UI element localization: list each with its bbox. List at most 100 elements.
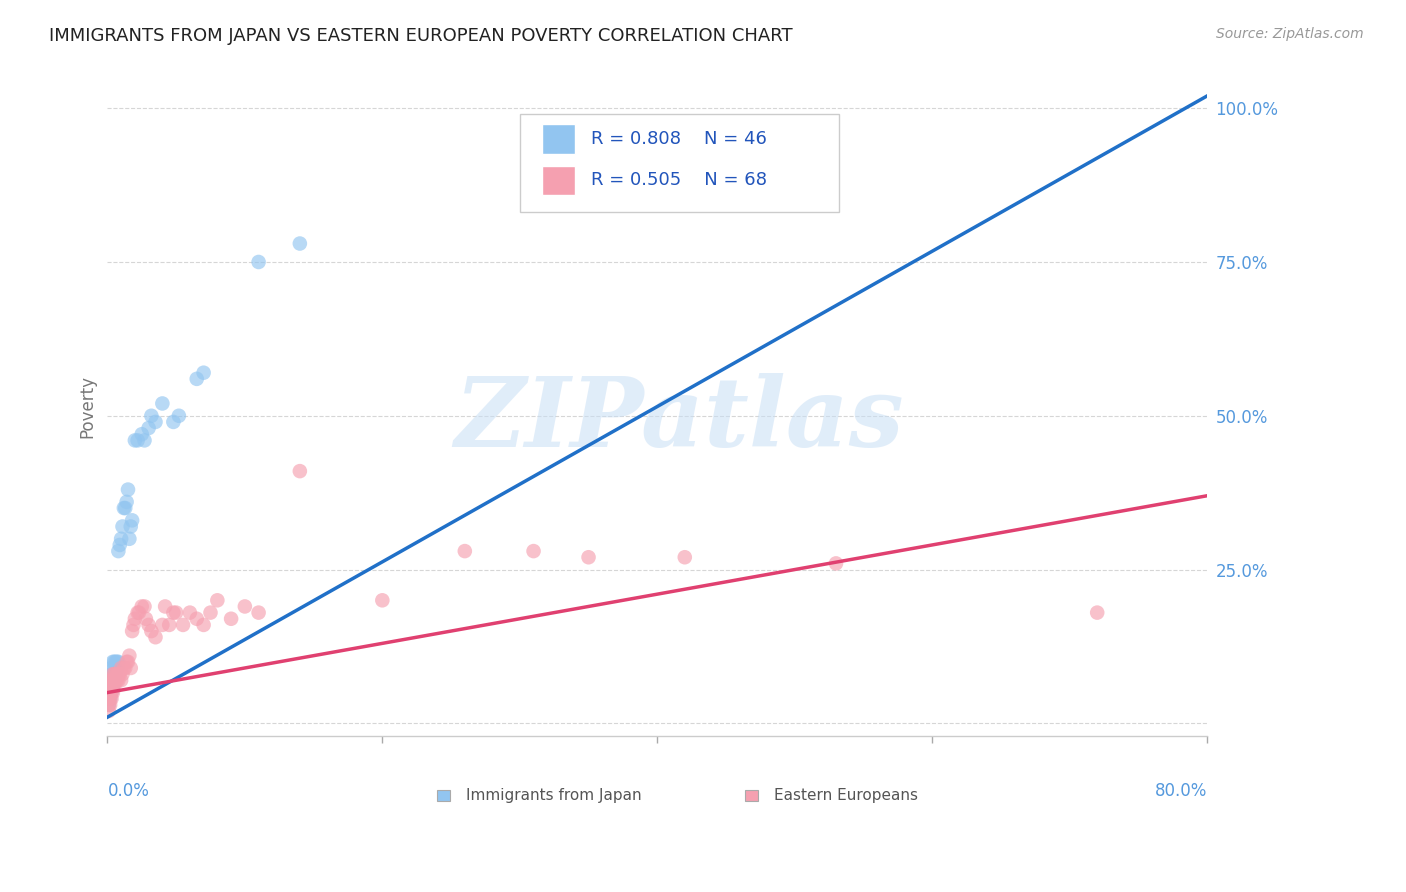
- Text: Eastern Europeans: Eastern Europeans: [775, 788, 918, 803]
- Y-axis label: Poverty: Poverty: [79, 375, 96, 438]
- Point: [120, 519, 142, 533]
- Point: [98, 680, 121, 694]
- Point: [100, 691, 122, 706]
- Point: [247, 255, 270, 269]
- FancyBboxPatch shape: [437, 789, 450, 801]
- Point: [150, 618, 173, 632]
- Point: [138, 421, 160, 435]
- Point: [233, 599, 256, 614]
- Point: [165, 606, 187, 620]
- Point: [97, 698, 120, 712]
- Point: [98, 698, 121, 712]
- Point: [122, 618, 145, 632]
- Point: [288, 236, 311, 251]
- FancyBboxPatch shape: [541, 166, 575, 195]
- Point: [98, 691, 121, 706]
- FancyBboxPatch shape: [541, 124, 575, 153]
- Point: [1085, 606, 1108, 620]
- Text: ZIPatlas: ZIPatlas: [454, 373, 904, 467]
- Point: [207, 593, 229, 607]
- Point: [101, 667, 124, 681]
- Point: [100, 661, 122, 675]
- Text: R = 0.505    N = 68: R = 0.505 N = 68: [592, 171, 768, 189]
- Point: [101, 655, 124, 669]
- Text: 80.0%: 80.0%: [1154, 781, 1208, 800]
- Point: [288, 464, 311, 478]
- Point: [98, 691, 121, 706]
- Point: [117, 483, 139, 497]
- Text: Immigrants from Japan: Immigrants from Japan: [467, 788, 643, 803]
- Point: [100, 685, 122, 699]
- Text: Source: ZipAtlas.com: Source: ZipAtlas.com: [1216, 27, 1364, 41]
- Point: [108, 538, 131, 552]
- Point: [110, 673, 132, 688]
- Point: [114, 661, 136, 675]
- Point: [138, 618, 160, 632]
- Point: [105, 655, 128, 669]
- Point: [115, 495, 138, 509]
- Point: [186, 612, 208, 626]
- Point: [124, 434, 146, 448]
- Point: [121, 513, 143, 527]
- Point: [101, 680, 124, 694]
- Point: [578, 550, 600, 565]
- Point: [97, 704, 120, 718]
- Point: [112, 501, 135, 516]
- Text: R = 0.808    N = 46: R = 0.808 N = 46: [592, 130, 768, 148]
- Point: [167, 409, 190, 423]
- Point: [103, 661, 125, 675]
- Point: [100, 685, 122, 699]
- Point: [107, 544, 129, 558]
- Point: [97, 698, 120, 712]
- Point: [124, 612, 146, 626]
- Point: [115, 655, 138, 669]
- Text: IMMIGRANTS FROM JAPAN VS EASTERN EUROPEAN POVERTY CORRELATION CHART: IMMIGRANTS FROM JAPAN VS EASTERN EUROPEA…: [49, 27, 793, 45]
- Point: [100, 667, 122, 681]
- Point: [104, 655, 127, 669]
- Point: [103, 673, 125, 688]
- Point: [114, 501, 136, 516]
- Point: [97, 685, 120, 699]
- Point: [141, 409, 163, 423]
- Point: [162, 606, 184, 620]
- Point: [134, 599, 156, 614]
- Point: [104, 667, 127, 681]
- Point: [219, 612, 242, 626]
- Point: [117, 655, 139, 669]
- Point: [179, 606, 201, 620]
- Point: [101, 667, 124, 681]
- Point: [103, 673, 125, 688]
- Point: [111, 667, 134, 681]
- Point: [100, 673, 122, 688]
- Point: [454, 544, 477, 558]
- Point: [193, 618, 215, 632]
- Point: [100, 680, 122, 694]
- Point: [108, 667, 131, 681]
- Point: [131, 599, 153, 614]
- Point: [101, 673, 124, 688]
- Point: [153, 599, 176, 614]
- Point: [135, 612, 157, 626]
- Point: [104, 667, 127, 681]
- Point: [162, 415, 184, 429]
- Text: 0.0%: 0.0%: [107, 781, 149, 800]
- Point: [107, 655, 129, 669]
- Point: [186, 372, 208, 386]
- Point: [101, 685, 124, 699]
- Point: [97, 691, 120, 706]
- Point: [825, 557, 848, 571]
- FancyBboxPatch shape: [745, 789, 758, 801]
- Point: [111, 519, 134, 533]
- Point: [145, 630, 167, 644]
- Point: [371, 593, 394, 607]
- Point: [673, 550, 696, 565]
- Point: [118, 648, 141, 663]
- Point: [105, 661, 128, 675]
- Point: [98, 673, 121, 688]
- Point: [127, 434, 149, 448]
- Point: [150, 396, 173, 410]
- Point: [131, 427, 153, 442]
- Point: [101, 680, 124, 694]
- Point: [103, 667, 125, 681]
- Point: [98, 680, 121, 694]
